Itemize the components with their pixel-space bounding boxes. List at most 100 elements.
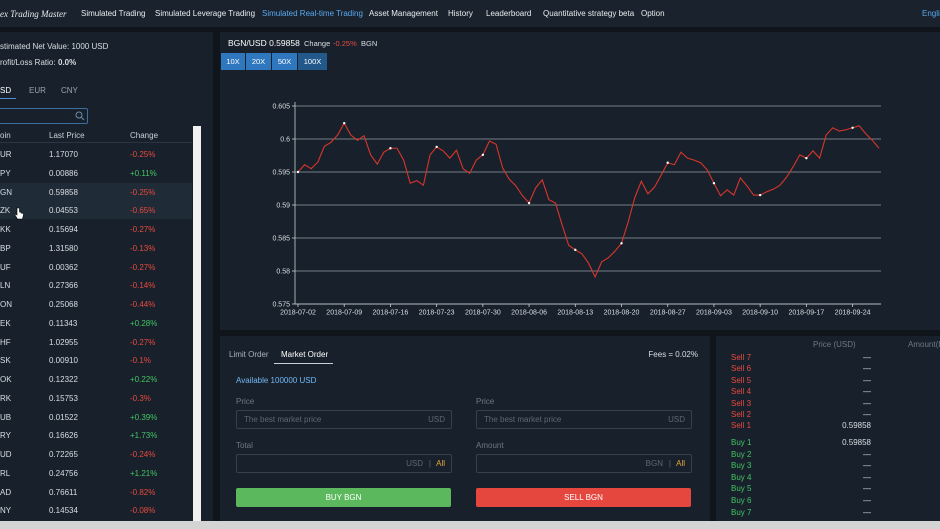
all-button[interactable]: All <box>436 459 445 468</box>
nav-item[interactable]: Simulated Trading <box>81 9 146 18</box>
buy-button[interactable]: BUY BGN <box>236 488 451 507</box>
order-tab[interactable]: Market Order <box>281 350 329 359</box>
change: +1.21% <box>130 468 158 478</box>
price-chart: 0.575 0.58 0.585 0.59 0.595 0.6 0.605 2018-07-0… <box>272 102 881 317</box>
price-input[interactable]: The best market price USD <box>236 410 452 429</box>
y-tick-label: 0.595 <box>272 170 290 177</box>
change: -0.24% <box>130 450 156 459</box>
x-tick-label: 2018-08-13 <box>557 310 593 317</box>
change: -0.27% <box>130 225 156 234</box>
x-tick-label: 2018-09-03 <box>696 310 732 317</box>
market-row: KK 0.15694 -0.27% <box>0 220 192 238</box>
y-tick-label: 0.575 <box>272 302 290 309</box>
point-marker <box>574 248 577 252</box>
separator: | <box>428 459 431 468</box>
change: +0.28% <box>130 318 158 328</box>
leverage-button[interactable]: 10X <box>221 53 245 70</box>
market-row: EK 0.11343 +0.28% <box>0 314 192 332</box>
field-label: Price <box>476 397 495 406</box>
currency-tab[interactable]: EUR <box>29 86 46 95</box>
market-row: BP 1.31580 -0.13% <box>0 239 192 257</box>
last-price: 0.12322 <box>49 375 78 384</box>
change: -0.3% <box>130 393 151 403</box>
book-price: — <box>863 461 871 471</box>
book-label: Buy 1 <box>731 438 752 447</box>
book-price: — <box>863 496 871 505</box>
fees: Fees = 0.02% <box>648 350 698 359</box>
order-tab[interactable]: Limit Order <box>229 350 269 359</box>
last-price: 0.00362 <box>49 262 78 272</box>
pair-price: BGN/USD 0.59858 <box>228 38 300 48</box>
point-marker <box>620 242 623 245</box>
currency-tab[interactable]: SD <box>0 86 12 95</box>
pair-code: UF <box>0 262 11 272</box>
market-row: NY 0.14534 -0.08% <box>0 501 192 519</box>
amount-input[interactable]: BGN | All <box>476 454 692 473</box>
total-input[interactable]: USD | All <box>236 454 452 473</box>
nav-item[interactable]: History <box>448 9 473 18</box>
tab-underline <box>274 363 333 364</box>
nav-item[interactable]: Option <box>641 9 665 18</box>
language[interactable]: Engli <box>922 9 940 18</box>
column-header: Price (USD) <box>813 340 856 349</box>
order-book: Price (USD) Amount(B Sell 7 — Sell 6 — Sell … <box>716 336 940 521</box>
change: +1.73% <box>130 431 158 441</box>
x-tick-label: 2018-09-17 <box>788 310 824 317</box>
market-row: SK 0.00910 -0.1% <box>0 351 192 369</box>
change: -0.82% <box>130 487 156 497</box>
point-marker <box>851 126 854 129</box>
nav-item[interactable]: Simulated Leverage Trading <box>155 9 256 18</box>
x-tick-label: 2018-09-10 <box>742 310 778 317</box>
book-label: Sell 1 <box>731 421 752 431</box>
pair-code: ON <box>0 300 12 309</box>
change: -0.08% <box>130 506 156 516</box>
book-label: Sell 3 <box>731 398 752 408</box>
book-price: — <box>863 410 871 419</box>
price-input[interactable]: The best market price USD <box>476 410 692 429</box>
leverage-button[interactable]: 100X <box>298 53 327 70</box>
search-box[interactable] <box>0 108 88 124</box>
base-currency: BGN <box>361 39 378 48</box>
separator: | <box>668 459 671 468</box>
pair-code: GN <box>0 187 12 197</box>
search-icon <box>75 111 85 121</box>
nav-item[interactable]: Quantitative strategy beta <box>543 9 635 18</box>
pair-code: RK <box>0 393 12 403</box>
currency-tab[interactable]: CNY <box>61 86 78 95</box>
nav-item[interactable]: Simulated Real-time Trading <box>262 9 363 18</box>
logo[interactable]: ex Trading Master <box>0 9 67 19</box>
scrollbar[interactable] <box>193 126 201 521</box>
market-row: UF 0.00362 -0.27% <box>0 258 192 276</box>
pair-code: UR <box>0 150 12 159</box>
last-price: 0.15753 <box>49 393 78 403</box>
divider <box>0 142 192 143</box>
nav-item[interactable]: Asset Management <box>369 9 438 18</box>
book-price: — <box>863 398 871 408</box>
last-price: 0.14534 <box>49 506 78 516</box>
market-row: ZK 0.04553 -0.65% <box>0 201 192 220</box>
net-value: stimated Net Value: 1000 USD <box>0 42 109 51</box>
x-tick-label: 2018-08-06 <box>511 310 547 317</box>
pair-code: RY <box>0 431 11 441</box>
y-tick-label: 0.6 <box>280 137 290 144</box>
pair-code: UD <box>0 450 12 459</box>
book-label: Buy 2 <box>731 449 752 459</box>
book-price: 0.59858 <box>842 421 871 431</box>
x-tick-label: 2018-09-24 <box>835 310 871 317</box>
change: -0.27% <box>130 262 156 272</box>
last-price: 0.16626 <box>49 431 78 441</box>
nav-item[interactable]: Leaderboard <box>486 9 532 18</box>
change: -0.27% <box>130 337 156 347</box>
leverage-button[interactable]: 20X <box>246 53 271 70</box>
sell-button[interactable]: SELL BGN <box>476 488 691 507</box>
last-price: 0.25068 <box>49 300 78 309</box>
change: -0.65% <box>130 206 156 216</box>
unit: USD <box>406 459 423 468</box>
leverage-button[interactable]: 50X <box>272 53 297 70</box>
last-price: 0.59858 <box>49 187 78 197</box>
all-button[interactable]: All <box>676 459 685 468</box>
market-row: UD 0.72265 -0.24% <box>0 445 192 463</box>
last-price: 1.02955 <box>49 337 78 347</box>
bottom-scrollbar <box>0 521 940 529</box>
